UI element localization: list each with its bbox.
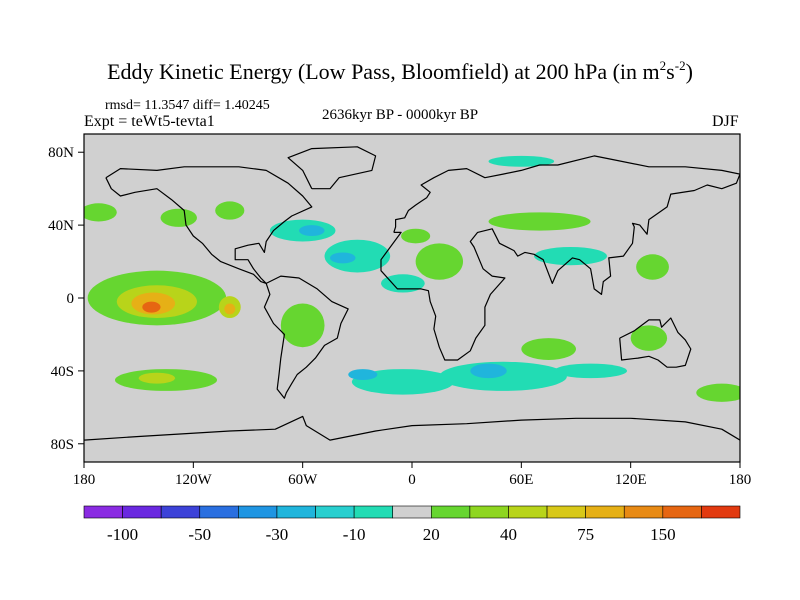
colorbar-swatch: [623, 505, 664, 519]
region-north-pacific-far-east-pos: [215, 201, 245, 220]
region-south-america-pos: [280, 303, 325, 348]
colorbar-swatch: [315, 505, 355, 519]
colorbar-swatch: [276, 505, 316, 519]
region-siberia-neg: [488, 155, 555, 167]
coastline-north-america: [105, 166, 313, 284]
colorbar-swatch: [662, 505, 702, 519]
coastline-group: [84, 146, 740, 441]
title-sup-1: 2: [659, 58, 667, 73]
region-south-atlantic-neg: [351, 369, 454, 395]
coastline-south-america: [263, 275, 349, 399]
region-atlantic-pos: [401, 228, 431, 244]
title-sup-2: -2: [674, 58, 686, 73]
title-end: ): [685, 59, 693, 84]
region-east-pacific-75: [224, 303, 236, 315]
region-tropical-pacific-150: [142, 301, 161, 313]
colorbar-swatch: [701, 505, 741, 519]
contour-fill-group: [84, 155, 740, 402]
region-north-atlantic-neg: [324, 239, 391, 273]
period-label: 2636kyr BP - 0000kyr BP: [322, 107, 479, 123]
colorbar-swatch: [585, 505, 625, 519]
colorbar-swatch: [122, 505, 162, 519]
colorbar-label: 150: [650, 525, 676, 544]
x-tick-label: 120W: [175, 472, 213, 488]
coastline-antarctica: [84, 415, 740, 441]
colorbar-swatch: [392, 505, 432, 519]
colorbar-label: 40: [500, 525, 517, 544]
colorbar-swatch: [469, 505, 509, 519]
colorbar-label: 75: [577, 525, 594, 544]
region-southern-ocean-pos: [521, 338, 577, 360]
y-tick-label: 0: [67, 291, 75, 307]
region-south-pacific-west-pos: [696, 383, 740, 402]
y-tick-label: 80N: [48, 145, 74, 161]
region-north-atlantic-neg-core: [330, 252, 356, 264]
region-atlantic-neg-tail: [381, 274, 425, 293]
y-tick-label: 80S: [51, 437, 74, 453]
x-tick-label: 120E: [615, 472, 647, 488]
x-tick-label: 60W: [288, 472, 318, 488]
colorbar-swatch: [353, 505, 394, 519]
y-tick-label: 40S: [51, 364, 74, 380]
region-north-pacific-northeast: [84, 203, 117, 222]
region-eurasia-pos: [488, 212, 591, 231]
season-label: DJF: [712, 113, 739, 130]
chart-title: Eddy Kinetic Energy (Low Pass, Bloomfiel…: [0, 58, 800, 85]
region-north-pacific-east-pos: [160, 208, 197, 227]
region-south-atlantic-neg-core: [348, 369, 378, 380]
x-tick-label: 0: [408, 472, 416, 488]
region-south-indian-neg: [439, 361, 567, 391]
colorbar-swatch: [238, 505, 278, 519]
region-asia-neg: [534, 246, 607, 266]
coastline-australia: [619, 317, 692, 368]
region-australia-pos: [630, 325, 668, 351]
region-south-pacific-40: [138, 372, 176, 384]
colorbar-swatch: [83, 505, 123, 519]
stats-label: rmsd= 11.3547 diff= 1.40245: [105, 98, 270, 113]
expt-label: Expt = teWt5-tevta1: [84, 113, 215, 130]
x-tick-label: 60E: [509, 472, 533, 488]
colorbar-swatch: [546, 505, 586, 519]
coastline-greenland: [287, 146, 377, 190]
y-tick-label: 40N: [48, 218, 74, 234]
region-north-america-neg-core: [299, 225, 325, 237]
coastline-eurasia-africa: [380, 155, 740, 361]
colorbar-label: -30: [266, 525, 289, 544]
title-mid: s: [666, 59, 675, 84]
title-main: Eddy Kinetic Energy (Low Pass, Bloomfiel…: [107, 59, 660, 84]
region-east-asia-pos: [636, 254, 669, 280]
colorbar-swatch: [508, 505, 548, 519]
colorbar-label: -100: [107, 525, 138, 544]
region-north-africa-pos: [415, 243, 464, 280]
colorbar-label: 20: [423, 525, 440, 544]
colorbar-swatch: [160, 505, 201, 519]
x-tick-label: 180: [729, 472, 752, 488]
colorbar: -100 -50 -30 -10 20 40 75 150: [83, 505, 741, 544]
colorbar-label: -50: [188, 525, 211, 544]
colorbar-swatch: [430, 505, 471, 519]
colorbar-label: -10: [343, 525, 366, 544]
region-south-indian-neg-core: [470, 363, 507, 379]
x-tick-label: 180: [73, 472, 96, 488]
region-southern-ocean-neg: [554, 363, 628, 379]
colorbar-swatch: [199, 505, 239, 519]
